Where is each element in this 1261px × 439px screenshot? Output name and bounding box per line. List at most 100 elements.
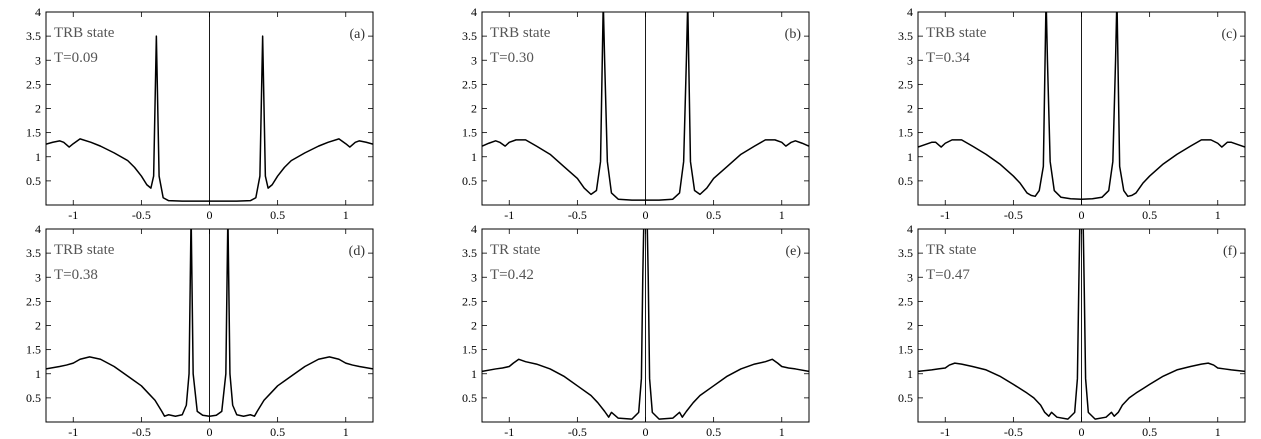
y-tick-label: 2 (471, 102, 477, 116)
series-line (46, 35, 373, 202)
y-tick-label: 0.5 (898, 174, 913, 188)
y-tick-label: 1.5 (26, 126, 41, 140)
x-tick-label: -0.5 (1004, 208, 1023, 222)
x-tick-label: 0 (207, 208, 213, 222)
x-tick-label: 0.5 (1142, 425, 1157, 439)
x-tick-label: -1 (68, 208, 78, 222)
panel-label: (a) (349, 27, 365, 42)
y-tick-label: 3 (471, 270, 477, 284)
state-label: TRB state (490, 25, 551, 41)
y-tick-label: 0.5 (26, 174, 41, 188)
x-tick-label: -1 (940, 208, 950, 222)
chart-panel-1: 0.5 1 1.5 2 2.5 3 3.5 4 -1 -0.5 0 0.5 1 TRB state T=0.… (462, 5, 810, 222)
panel-label: (f) (1223, 244, 1237, 259)
y-tick-label: 3.5 (26, 246, 41, 260)
y-tick-label: 3.5 (898, 29, 913, 43)
x-tick-label: -0.5 (568, 208, 587, 222)
temperature-label: T=0.09 (54, 50, 98, 66)
y-tick-label: 2.5 (898, 294, 913, 308)
x-tick-label: 1 (779, 208, 785, 222)
y-tick-label: 3.5 (462, 246, 477, 260)
y-tick-label: 2.5 (898, 77, 913, 91)
panel-label: (b) (785, 27, 802, 42)
y-tick-label: 4 (35, 222, 41, 236)
y-tick-label: 3 (35, 270, 41, 284)
x-tick-label: -0.5 (1004, 425, 1023, 439)
temperature-label: T=0.30 (490, 50, 534, 66)
y-tick-label: 2.5 (462, 77, 477, 91)
y-tick-label: 3.5 (462, 29, 477, 43)
x-tick-label: 1 (343, 425, 349, 439)
y-tick-label: 1 (907, 367, 913, 381)
chart-panel-4: 0.5 1 1.5 2 2.5 3 3.5 4 -1 -0.5 0 0.5 1 TR state T=0.4… (462, 222, 810, 439)
y-tick-label: 4 (907, 222, 913, 236)
x-tick-label: -1 (504, 208, 514, 222)
y-tick-label: 1.5 (898, 126, 913, 140)
x-tick-label: 0.5 (706, 425, 721, 439)
y-tick-label: 2 (907, 102, 913, 116)
y-tick-label: 2 (907, 319, 913, 333)
panel-label: (c) (1221, 27, 1237, 42)
x-tick-label: 0.5 (1142, 208, 1157, 222)
y-tick-label: 3 (907, 270, 913, 284)
y-tick-label: 1 (35, 150, 41, 164)
x-tick-label: -1 (504, 425, 514, 439)
y-tick-label: 2 (471, 319, 477, 333)
x-tick-label: -1 (68, 425, 78, 439)
x-tick-label: 0.5 (270, 425, 285, 439)
x-tick-label: 0 (207, 425, 213, 439)
state-label: TRB state (54, 242, 115, 258)
chart-panel-3: 0.5 1 1.5 2 2.5 3 3.5 4 -1 -0.5 0 0.5 1 TRB state T=0.… (26, 222, 374, 439)
x-tick-label: 1 (779, 425, 785, 439)
state-label: TR state (926, 242, 977, 258)
y-tick-label: 2.5 (462, 294, 477, 308)
temperature-label: T=0.38 (54, 267, 98, 283)
y-tick-label: 3 (35, 53, 41, 67)
temperature-label: T=0.42 (490, 267, 534, 283)
x-tick-label: 1 (1215, 208, 1221, 222)
x-tick-label: -0.5 (132, 208, 151, 222)
x-tick-label: 0 (643, 425, 649, 439)
x-tick-label: 1 (343, 208, 349, 222)
y-tick-label: 3.5 (26, 29, 41, 43)
x-tick-label: 0 (643, 208, 649, 222)
y-tick-label: 1.5 (462, 126, 477, 140)
x-tick-label: 0.5 (706, 208, 721, 222)
series-line (918, 12, 1245, 200)
y-tick-label: 2 (35, 102, 41, 116)
y-tick-label: 0.5 (462, 174, 477, 188)
x-tick-label: 0 (1079, 208, 1085, 222)
y-tick-label: 4 (471, 222, 477, 236)
y-tick-label: 3 (471, 53, 477, 67)
y-tick-label: 1 (471, 150, 477, 164)
y-tick-label: 1.5 (26, 343, 41, 357)
panel-label: (d) (349, 244, 366, 259)
x-tick-label: -0.5 (568, 425, 587, 439)
state-label: TR state (490, 242, 541, 258)
x-tick-label: -0.5 (132, 425, 151, 439)
series-line (46, 229, 373, 417)
state-label: TRB state (926, 25, 987, 41)
y-tick-label: 2.5 (26, 294, 41, 308)
y-tick-label: 1.5 (462, 343, 477, 357)
y-tick-label: 0.5 (26, 391, 41, 405)
chart-panel-0: 0.5 1 1.5 2 2.5 3 3.5 4 -1 -0.5 0 0.5 1 TRB state T=0.… (26, 5, 374, 222)
y-tick-label: 4 (35, 5, 41, 19)
x-tick-label: 0 (1079, 425, 1085, 439)
y-tick-label: 3 (907, 53, 913, 67)
temperature-label: T=0.47 (926, 267, 970, 283)
series-line (918, 229, 1245, 420)
state-label: TRB state (54, 25, 115, 41)
y-tick-label: 4 (907, 5, 913, 19)
panel-label: (e) (785, 244, 801, 259)
series-line (482, 12, 809, 201)
y-tick-label: 2 (35, 319, 41, 333)
series-line (482, 229, 809, 420)
y-tick-label: 1.5 (898, 343, 913, 357)
y-tick-label: 1 (35, 367, 41, 381)
y-tick-label: 1 (471, 367, 477, 381)
chart-panel-2: 0.5 1 1.5 2 2.5 3 3.5 4 -1 -0.5 0 0.5 1 TRB state T=0.… (898, 5, 1246, 222)
y-tick-label: 1 (907, 150, 913, 164)
y-tick-label: 3.5 (898, 246, 913, 260)
